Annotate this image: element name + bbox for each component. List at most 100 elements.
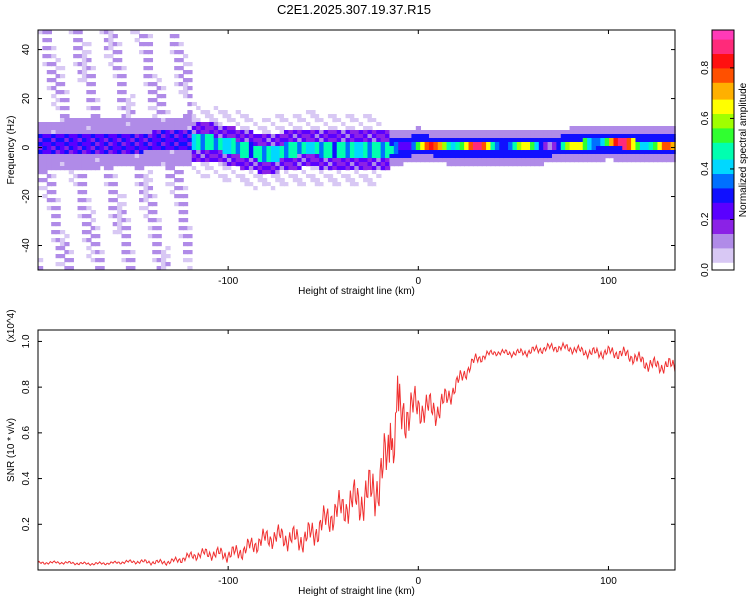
heatmap-cell — [152, 82, 158, 87]
heatmap-cell — [402, 142, 408, 147]
heatmap-cell — [174, 122, 180, 127]
heatmap-cell — [327, 134, 334, 139]
heatmap-cell — [139, 162, 145, 167]
heatmap-cell — [508, 130, 514, 135]
heatmap-cell — [428, 142, 435, 147]
heatmap-cell — [270, 122, 277, 127]
heatmap-cell — [481, 134, 487, 139]
heatmap-cell — [42, 62, 48, 67]
heatmap-cell — [648, 154, 654, 159]
heatmap-cell — [631, 146, 637, 151]
heatmap-cell — [125, 126, 132, 131]
heatmap-cell — [310, 162, 316, 167]
heatmap-cell — [90, 82, 96, 87]
heatmap-cell — [90, 210, 96, 215]
heatmap-cell — [428, 134, 435, 139]
heatmap-cell — [442, 138, 448, 143]
heatmap-cell — [191, 106, 197, 111]
heatmap-cell — [244, 162, 250, 167]
heatmap-cell — [393, 150, 400, 155]
heatmap-cell — [657, 154, 663, 159]
heatmap-cell — [327, 138, 334, 143]
heatmap-cell — [477, 142, 483, 147]
heatmap-cell — [55, 230, 61, 235]
heatmap-cell — [226, 138, 233, 143]
heatmap-cell — [305, 134, 312, 139]
heatmap-cell — [121, 126, 127, 131]
heatmap-cell — [121, 258, 127, 263]
heatmap-cell — [59, 254, 66, 259]
heatmap-cell — [235, 126, 241, 131]
heatmap-cell — [411, 146, 417, 151]
heatmap-cell — [187, 158, 193, 163]
heatmap-cell — [341, 154, 347, 159]
heatmap-cell — [292, 178, 298, 183]
heatmap-cell — [591, 130, 597, 135]
heatmap-cell — [156, 138, 162, 143]
heatmap-cell — [530, 162, 536, 167]
heatmap-cell — [310, 154, 316, 159]
heatmap-cell — [635, 134, 641, 139]
heatmap-cell — [196, 154, 202, 159]
heatmap-cell — [182, 210, 189, 215]
heatmap-cell — [108, 134, 114, 139]
heatmap-cell — [191, 146, 197, 151]
heatmap-cell — [292, 150, 298, 155]
heatmap-cell — [204, 126, 211, 131]
heatmap-cell — [301, 158, 307, 163]
heatmap-cell — [639, 146, 646, 151]
heatmap-cell — [218, 110, 224, 115]
heatmap-cell — [46, 86, 52, 91]
heatmap-cell — [90, 118, 96, 123]
heatmap-cell — [191, 134, 197, 139]
heatmap-cell — [165, 262, 171, 267]
heatmap-cell — [90, 158, 96, 163]
heatmap-cell — [156, 162, 162, 167]
heatmap-cell — [253, 154, 259, 159]
heatmap-cell — [450, 130, 457, 135]
heatmap-cell — [73, 142, 79, 147]
heatmap-cell — [213, 122, 219, 127]
heatmap-cell — [494, 138, 501, 143]
heatmap-cell — [358, 138, 364, 143]
heatmap-cell — [262, 134, 268, 139]
heatmap-cell — [442, 150, 448, 155]
heatmap-cell — [147, 134, 154, 139]
heatmap-cell — [385, 166, 391, 171]
heatmap-cell — [393, 154, 400, 159]
heatmap-cell — [196, 142, 202, 147]
heatmap-cell — [266, 142, 272, 147]
heatmap-cell — [393, 138, 400, 143]
heatmap-cell — [367, 114, 373, 119]
heatmap-cell — [178, 210, 184, 215]
heatmap-cell — [68, 118, 74, 123]
heatmap-cell — [262, 158, 268, 163]
heatmap-cell — [51, 174, 57, 179]
heatmap-cell — [218, 178, 224, 183]
heatmap-cell — [433, 158, 439, 163]
heatmap-cell — [262, 162, 268, 167]
heatmap-cell — [182, 122, 189, 127]
heatmap-cell — [77, 54, 83, 59]
heatmap-cell — [279, 142, 285, 147]
heatmap-cell — [565, 146, 571, 151]
heatmap-cell — [174, 42, 180, 47]
heatmap-cell — [165, 158, 171, 163]
heatmap-cell — [77, 166, 83, 171]
heatmap-cell — [275, 174, 281, 179]
heatmap-cell — [46, 70, 52, 75]
heatmap-cell — [468, 154, 474, 159]
heatmap-cell — [389, 130, 395, 135]
heatmap-cell — [112, 58, 118, 63]
heatmap-cell — [644, 150, 650, 155]
heatmap-cell — [468, 146, 474, 151]
heatmap-cell — [68, 250, 74, 255]
heatmap-cell — [363, 146, 369, 151]
heatmap-cell — [270, 166, 277, 171]
heatmap-cell — [169, 134, 175, 139]
heatmap-cell — [143, 134, 149, 139]
heatmap-cell — [42, 138, 48, 143]
heatmap-cell — [411, 158, 417, 163]
heatmap-cell — [99, 138, 105, 143]
heatmap-cell — [95, 142, 101, 147]
